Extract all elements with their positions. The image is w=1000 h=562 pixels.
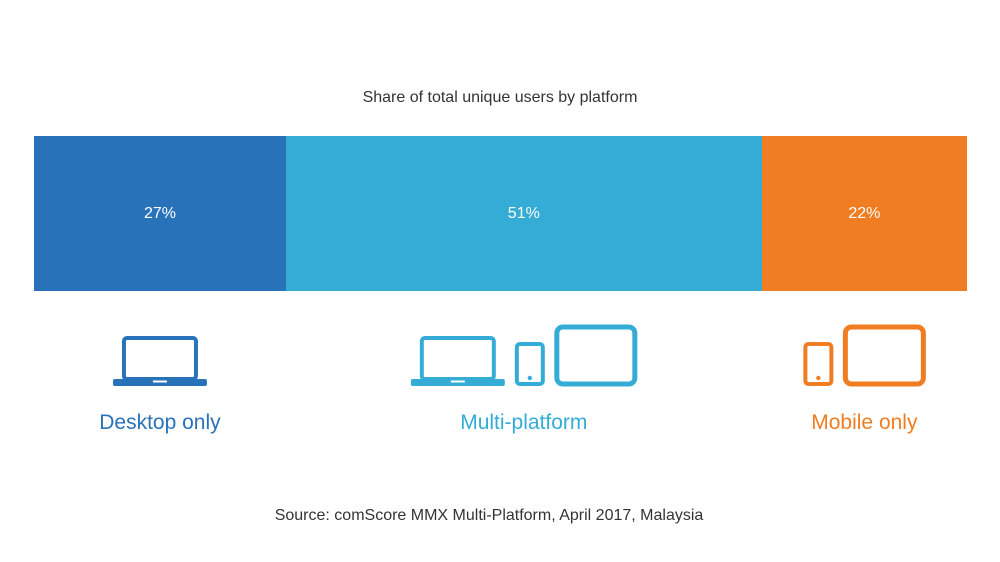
data-label-multi-platform: 51% bbox=[507, 204, 540, 222]
platform-icons bbox=[112, 324, 926, 387]
data-label-mobile-only: 22% bbox=[848, 204, 881, 222]
data-label-desktop-only: 27% bbox=[143, 204, 176, 222]
category-label-desktop-only: Desktop only bbox=[99, 411, 221, 434]
laptop-icon bbox=[112, 336, 207, 386]
source-note: Source: comScore MMX Multi-Platform, Apr… bbox=[274, 507, 704, 524]
stacked-bar: 27% 51% 22% bbox=[34, 136, 967, 291]
laptop-icon bbox=[410, 336, 505, 386]
category-label-multi-platform: Multi-platform bbox=[460, 411, 588, 434]
bar-segment-multi-platform: 51% bbox=[285, 136, 762, 291]
tablet-icon bbox=[554, 324, 638, 387]
phone-icon bbox=[803, 342, 834, 386]
category-label-mobile-only: Mobile only bbox=[811, 411, 918, 434]
bar-segment-desktop-only: 27% bbox=[34, 136, 286, 291]
chart-title: Share of total unique users by platform bbox=[362, 89, 638, 106]
bar-segment-mobile-only: 22% bbox=[761, 136, 967, 291]
phone-icon bbox=[514, 342, 545, 386]
tablet-icon bbox=[842, 324, 926, 387]
